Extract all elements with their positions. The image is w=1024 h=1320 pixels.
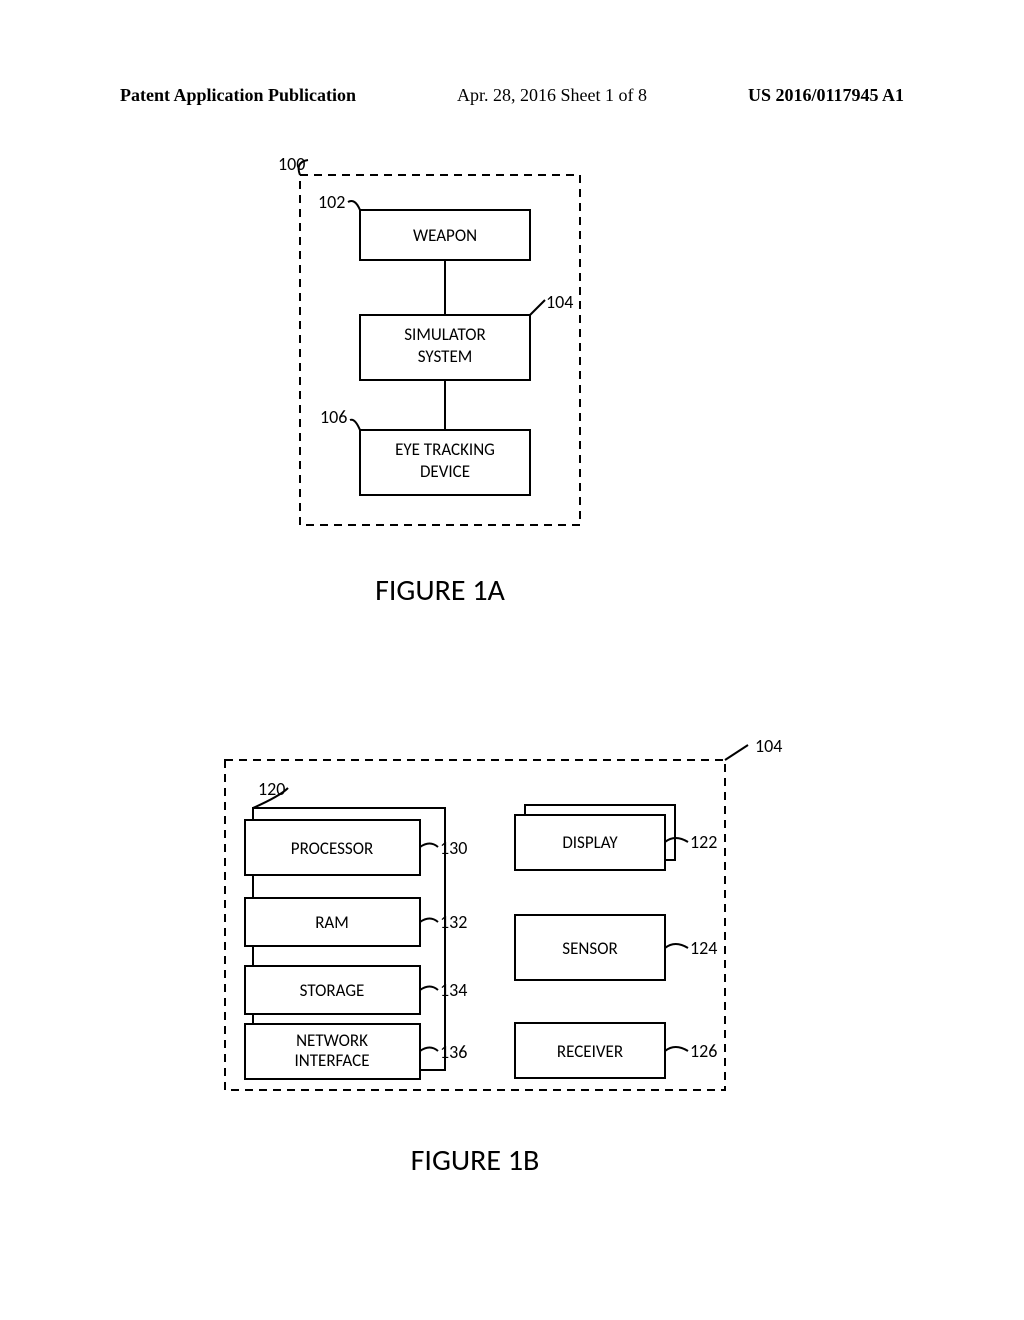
sim-label-2: SYSTEM [418,346,473,367]
leader-124 [665,944,688,948]
sim-label-1: SIMULATOR [404,324,485,345]
header-mid: Apr. 28, 2016 Sheet 1 of 8 [457,85,647,106]
ref-100: 100 [278,153,305,175]
storage-label: STORAGE [300,980,365,1001]
processor-label: PROCESSOR [291,838,373,859]
ref-124: 124 [690,937,717,959]
eye-label-1: EYE TRACKING [395,439,495,460]
fig1b-caption: FIGURE 1B [411,1142,540,1179]
ram-label: RAM [315,912,349,933]
ref-136: 136 [440,1041,467,1063]
page: Patent Application Publication Apr. 28, … [0,0,1024,1320]
ref-126: 126 [690,1040,717,1062]
ref-122: 122 [690,831,717,853]
header-left: Patent Application Publication [120,85,356,106]
ref-104a: 104 [546,291,573,313]
page-header: Patent Application Publication Apr. 28, … [0,85,1024,106]
sensor-label: SENSOR [562,938,617,959]
ref-130: 130 [440,837,467,859]
display-label: DISPLAY [562,832,618,853]
netif-label-1: NETWORK [296,1030,368,1051]
weapon-label: WEAPON [413,225,477,246]
leader-104b [725,745,748,760]
eye-label-2: DEVICE [420,461,470,482]
ref-104b: 104 [755,735,782,757]
ref-134: 134 [440,979,467,1001]
ref-102: 102 [318,191,345,213]
leader-102 [348,201,360,210]
receiver-label: RECEIVER [557,1041,623,1062]
netif-label-2: INTERFACE [294,1050,369,1071]
ref-120: 120 [258,778,285,800]
leader-104a [530,300,545,315]
ref-106: 106 [320,406,347,428]
leader-126 [665,1047,688,1051]
leader-106 [350,420,360,430]
fig1a-caption: FIGURE 1A [375,572,505,609]
header-right: US 2016/0117945 A1 [748,85,904,106]
ref-132: 132 [440,911,467,933]
figure-1b: 104 120 PROCESSOR 130 RAM 132 STORAGE 13… [0,720,1024,1270]
figure-1a: 100 WEAPON 102 SIMULATOR SYSTEM 104 EYE … [0,140,1024,680]
